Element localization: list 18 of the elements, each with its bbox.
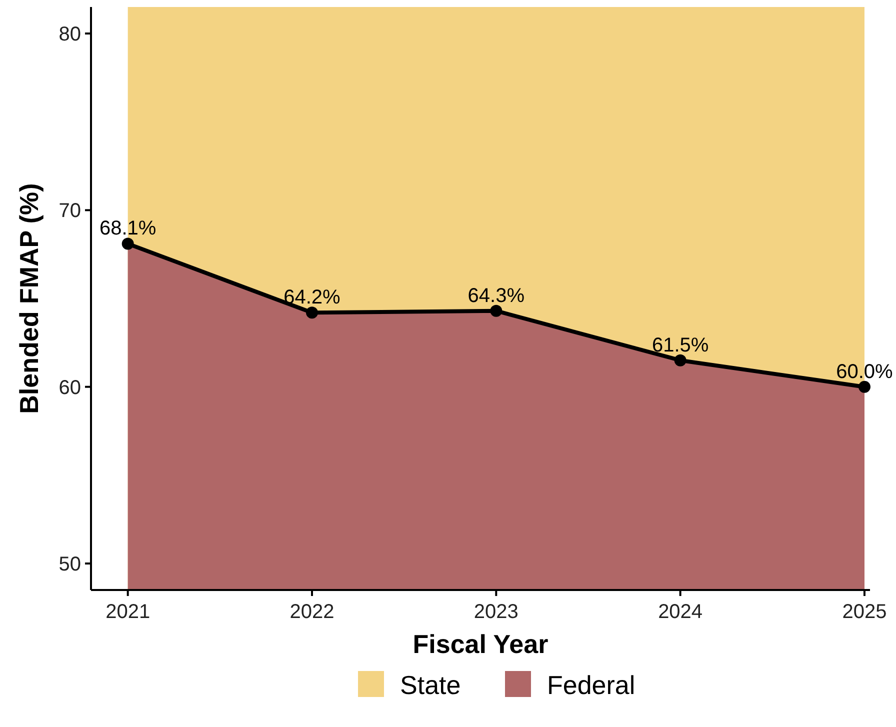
y-tick-label: 80 — [58, 24, 81, 46]
y-axis-title: Blended FMAP (%) — [14, 183, 44, 414]
data-label: 68.1% — [99, 218, 156, 240]
x-tick-label: 2023 — [474, 601, 518, 623]
data-label: 64.3% — [468, 284, 525, 307]
x-tick-label: 2021 — [106, 601, 150, 623]
x-tick-label: 2024 — [658, 601, 703, 623]
y-tick-label: 60 — [58, 376, 81, 399]
legend-label: Federal — [547, 670, 636, 700]
x-tick-label: 2025 — [842, 601, 887, 623]
legend-label: State — [400, 670, 461, 700]
data-label: 61.5% — [652, 334, 709, 356]
data-label: 60.0% — [836, 360, 894, 383]
x-tick-label: 2022 — [290, 601, 334, 623]
x-axis-title: Fiscal Year — [412, 629, 548, 659]
y-tick-label: 70 — [58, 200, 81, 222]
data-label: 64.2% — [284, 286, 341, 309]
y-tick-label: 50 — [58, 554, 81, 576]
